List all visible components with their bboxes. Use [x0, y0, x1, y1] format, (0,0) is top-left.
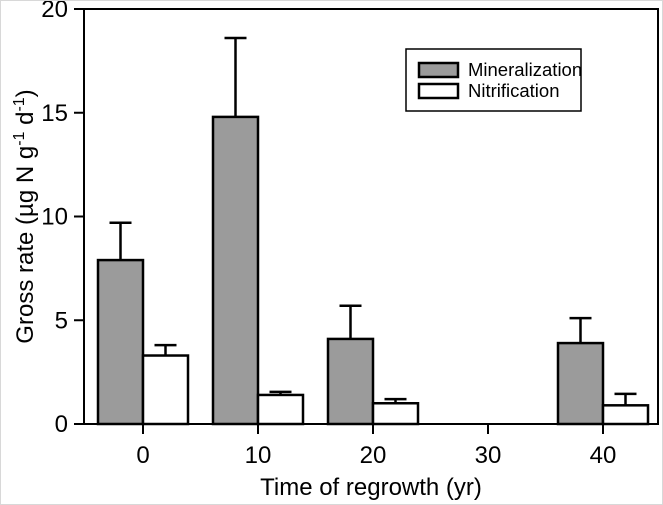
legend-swatch-mineralization [417, 61, 460, 79]
error-bar-mineralization-20yr [339, 304, 362, 339]
legend-label-nitrification: Nitrification [468, 80, 560, 101]
error-bar-mineralization-10yr [224, 36, 247, 117]
y-axis-tick-label: 20 [41, 1, 68, 23]
y-axis-tick-label: 10 [41, 204, 68, 231]
bar-nitrification-0yr [141, 354, 190, 426]
error-bar-nitrification-10yr [269, 390, 292, 395]
bar-mineralization-10yr [211, 115, 260, 426]
x-axis-tick-label: 20 [360, 442, 387, 469]
error-bar-nitrification-20yr [384, 397, 407, 404]
legend-label-mineralization: Mineralization [468, 59, 582, 80]
legend-box [405, 48, 582, 112]
y-axis-tick-label: 0 [55, 411, 68, 438]
y-axis-tick-label: 5 [55, 307, 68, 334]
x-axis-tick-label: 0 [136, 442, 149, 469]
bar-mineralization-0yr [96, 258, 145, 426]
error-bar-mineralization-0yr [109, 221, 132, 261]
bar-nitrification-10yr [256, 393, 305, 426]
x-axis-title: Time of regrowth (yr) [260, 474, 482, 501]
error-bar-mineralization-40yr [569, 316, 592, 344]
legend-swatch-nitrification [417, 82, 460, 100]
bar-nitrification-40yr [601, 404, 650, 426]
error-bar-nitrification-40yr [614, 392, 637, 406]
bar-mineralization-40yr [556, 341, 605, 426]
error-bar-nitrification-0yr [154, 343, 177, 356]
x-axis-tick-label: 30 [475, 442, 502, 469]
x-axis-tick-label: 40 [590, 442, 617, 469]
x-axis-tick-label: 10 [245, 442, 272, 469]
y-axis-title: Gross rate (µg N g-1 d-1) [11, 89, 39, 343]
bar-nitrification-20yr [371, 402, 420, 426]
y-axis-tick-label: 15 [41, 100, 68, 127]
bar-mineralization-20yr [326, 337, 375, 426]
